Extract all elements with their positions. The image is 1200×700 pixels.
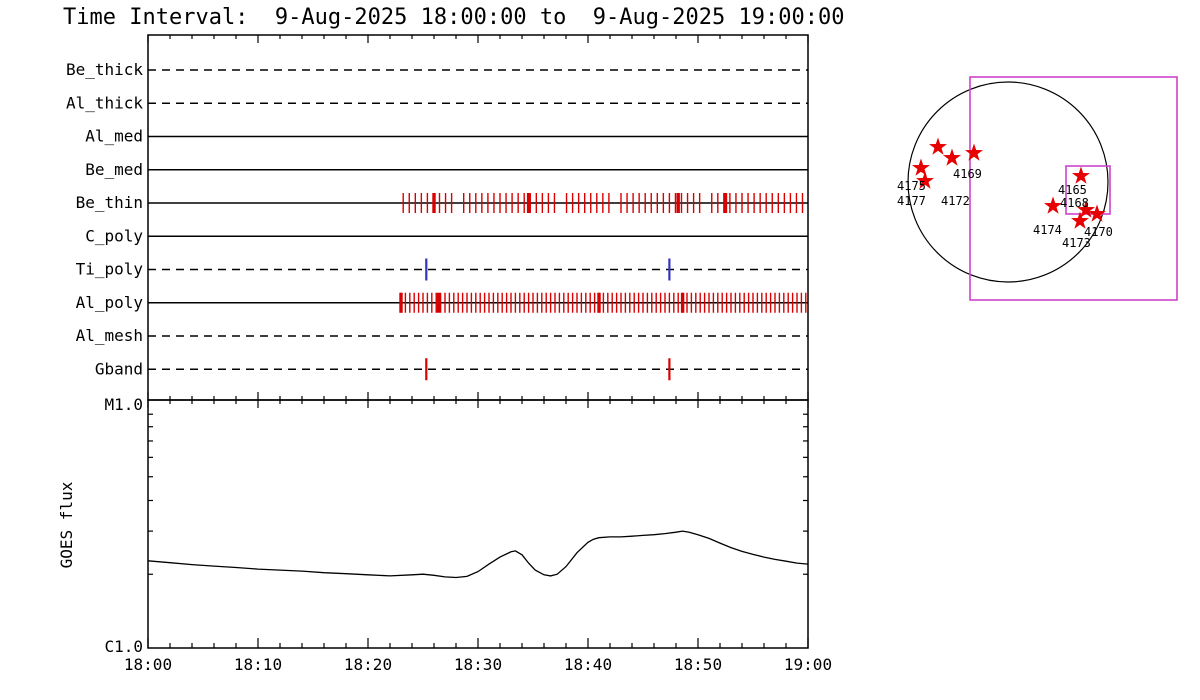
fov-rect-large bbox=[969, 76, 1178, 301]
x-tick-labels-group: 18:00 18:10 18:20 18:30 18:40 18:50 19:00 bbox=[124, 655, 832, 674]
goes-flux-curve bbox=[147, 530, 809, 579]
channel-label-Al_poly: Al_poly bbox=[76, 293, 144, 312]
channel-label-Be_med: Be_med bbox=[85, 160, 143, 179]
solar-disk-circle bbox=[907, 81, 1109, 283]
active-region-star bbox=[965, 143, 983, 161]
active-region-star bbox=[916, 171, 934, 189]
x-tick-label: 19:00 bbox=[784, 655, 832, 674]
x-tick-label: 18:50 bbox=[674, 655, 722, 674]
filter-channels-group: Be_thick Al_thick Al_med Be_med Be_thin C_pol… bbox=[66, 60, 808, 381]
x-tick-label: 18:10 bbox=[234, 655, 282, 674]
channel-label-Al_mesh: Al_mesh bbox=[76, 326, 143, 345]
active-region-label: 4177 bbox=[897, 194, 926, 208]
active-region-star bbox=[1088, 204, 1106, 222]
plot-title: Time Interval: 9-Aug-2025 18:00:00 to 9-… bbox=[63, 5, 844, 30]
active-region-label: 4165 bbox=[1058, 183, 1087, 197]
active-region-star bbox=[929, 137, 947, 155]
active-region-label: 4168 bbox=[1060, 196, 1089, 210]
active-region-label: 4174 bbox=[1033, 223, 1062, 237]
channel-label-Be_thin: Be_thin bbox=[76, 193, 143, 212]
goes-curve-group bbox=[147, 530, 809, 579]
axis-ticks-group bbox=[147, 35, 809, 648]
active-region-star bbox=[912, 158, 930, 176]
active-region-star bbox=[943, 148, 961, 166]
channel-label-Be_thick: Be_thick bbox=[66, 60, 143, 79]
channel-label-C_poly: C_poly bbox=[85, 226, 143, 245]
channel-label-Al_thick: Al_thick bbox=[66, 93, 143, 112]
active-region-star bbox=[1077, 200, 1095, 218]
x-tick-label: 18:00 bbox=[124, 655, 172, 674]
x-tick-label: 18:40 bbox=[564, 655, 612, 674]
active-region-star bbox=[1044, 196, 1062, 214]
goes-axis-title: GOES flux bbox=[57, 481, 76, 568]
channel-label-Al_med: Al_med bbox=[85, 127, 143, 146]
goes-ymin-label: C1.0 bbox=[104, 637, 143, 656]
active-region-label: 4169 bbox=[953, 167, 982, 181]
active-region-label: 4175 bbox=[897, 179, 926, 193]
goes-ymax-label: M1.0 bbox=[104, 395, 143, 414]
goes-flux-panel bbox=[147, 399, 809, 649]
x-tick-label: 18:20 bbox=[344, 655, 392, 674]
active-region-star bbox=[1071, 211, 1089, 229]
x-tick-label: 18:30 bbox=[454, 655, 502, 674]
active-region-label: 4170 bbox=[1084, 225, 1113, 239]
active-region-label: 4172 bbox=[941, 194, 970, 208]
channel-label-Gband: Gband bbox=[95, 359, 143, 378]
filter-timeline-panel bbox=[147, 34, 809, 401]
active-region-label: 4173 bbox=[1062, 236, 1091, 250]
active-region-star bbox=[1072, 166, 1090, 184]
channel-label-Ti_poly: Ti_poly bbox=[76, 260, 144, 279]
